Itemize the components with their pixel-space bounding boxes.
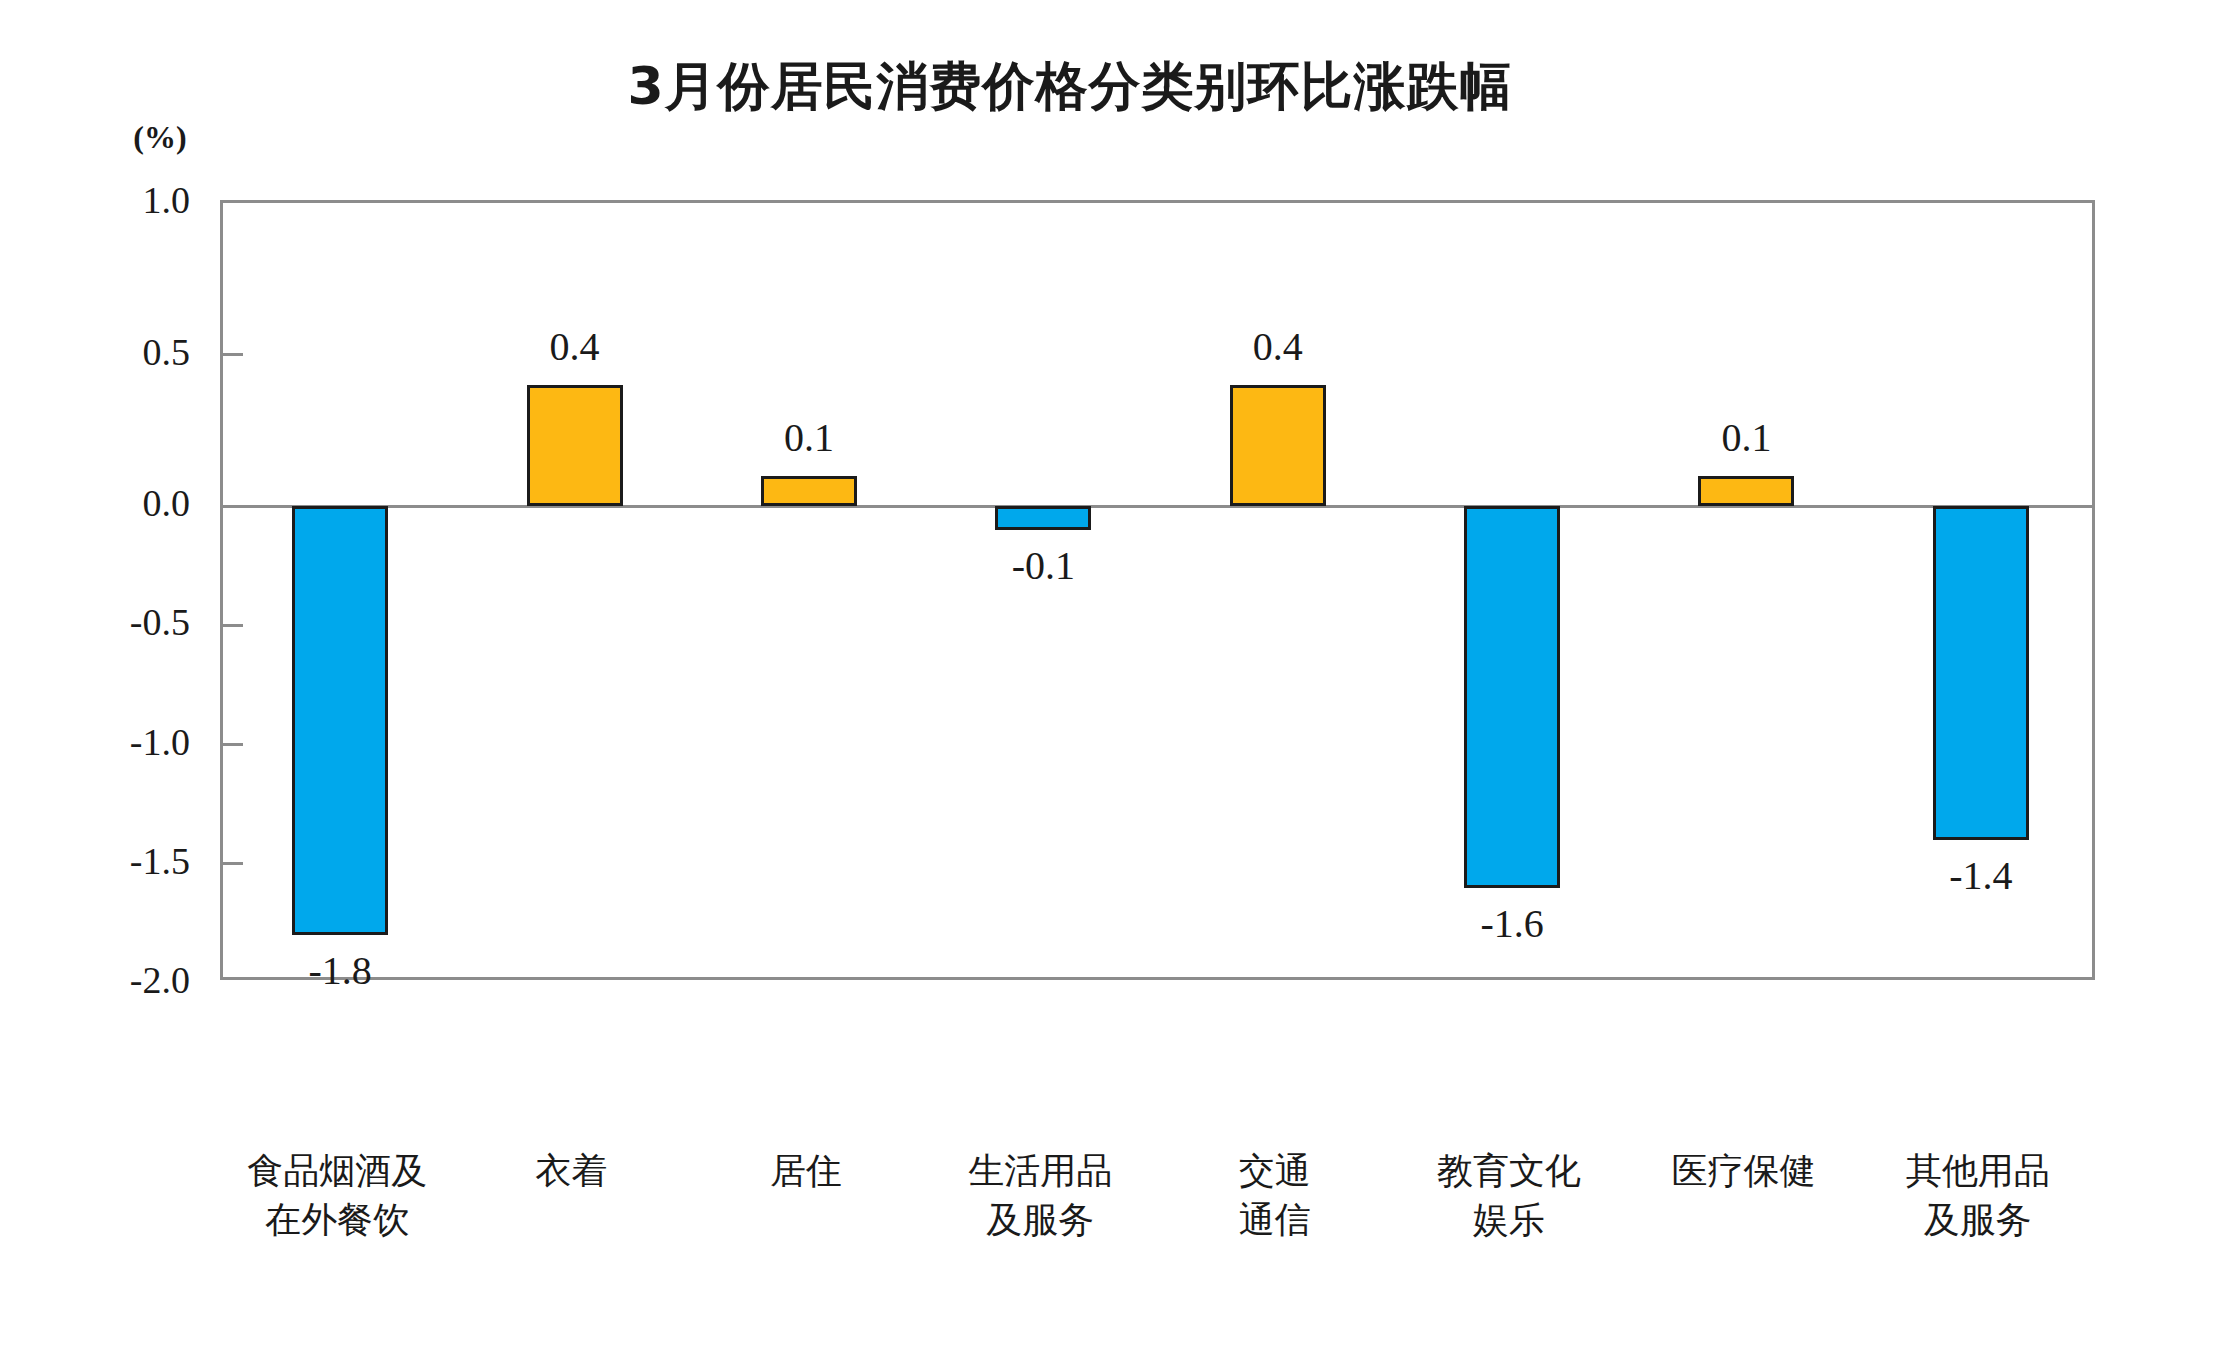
category-label-line: 居住 <box>689 1147 923 1196</box>
y-axis-tick-mark <box>223 743 243 746</box>
bar-value-label: -1.8 <box>223 947 457 995</box>
y-axis-tick-mark <box>223 862 243 865</box>
category-label-line: 娱乐 <box>1392 1196 1626 1245</box>
bar-value-label: 0.1 <box>692 414 926 462</box>
category-label-line: 衣着 <box>454 1147 688 1196</box>
category-label-line: 教育文化 <box>1392 1147 1626 1196</box>
category-label-line: 及服务 <box>1861 1196 2095 1245</box>
category-label-line: 在外餐饮 <box>220 1196 454 1245</box>
bar-positive <box>1230 385 1326 506</box>
category-label: 食品烟酒及在外餐饮 <box>220 1147 454 1245</box>
cpi-bar-chart-page: 3月份居民消费价格分类别环比涨跌幅 (%) -1.80.40.1-0.10.4-… <box>0 0 2213 1369</box>
category-label: 居住 <box>689 1147 923 1196</box>
category-label-line: 食品烟酒及 <box>220 1147 454 1196</box>
y-axis-tick-mark <box>223 353 243 356</box>
chart-title: 3月份居民消费价格分类别环比涨跌幅 <box>220 56 1920 116</box>
y-axis-tick-label: -1.5 <box>0 838 190 884</box>
bar-positive <box>527 385 623 506</box>
bar-value-label: -1.6 <box>1395 900 1629 948</box>
category-label-line: 其他用品 <box>1861 1147 2095 1196</box>
y-axis-tick-mark <box>223 624 243 627</box>
bar-value-label: -0.1 <box>926 542 1160 590</box>
bar-negative <box>292 506 388 935</box>
category-label: 其他用品及服务 <box>1861 1147 2095 1245</box>
chart-root: 3月份居民消费价格分类别环比涨跌幅 (%) -1.80.40.1-0.10.4-… <box>0 0 2213 1369</box>
y-axis-tick-label: 1.0 <box>0 177 190 223</box>
bar-negative <box>1464 506 1560 888</box>
category-label: 教育文化娱乐 <box>1392 1147 1626 1245</box>
category-label-line: 交通 <box>1158 1147 1392 1196</box>
category-label-line: 医疗保健 <box>1626 1147 1860 1196</box>
bar-negative <box>1933 506 2029 840</box>
bar-value-label: 0.4 <box>457 323 691 371</box>
category-label: 生活用品及服务 <box>923 1147 1157 1245</box>
zero-line <box>223 505 2092 508</box>
category-label: 交通通信 <box>1158 1147 1392 1245</box>
category-label-line: 生活用品 <box>923 1147 1157 1196</box>
bar-positive <box>761 476 857 506</box>
bar-value-label: -1.4 <box>1864 852 2098 900</box>
y-axis-tick-label: -0.5 <box>0 599 190 645</box>
bar-negative <box>995 506 1091 530</box>
bar-value-label: 0.1 <box>1629 414 1863 462</box>
category-label-line: 及服务 <box>923 1196 1157 1245</box>
bar-positive <box>1698 476 1794 506</box>
y-axis-tick-label: -2.0 <box>0 957 190 1003</box>
bar-value-label: 0.4 <box>1161 323 1395 371</box>
y-axis-unit-label: (%) <box>75 118 245 156</box>
y-axis-tick-label: 0.5 <box>0 329 190 375</box>
category-label: 衣着 <box>454 1147 688 1196</box>
category-label: 医疗保健 <box>1626 1147 1860 1196</box>
y-axis-tick-label: 0.0 <box>0 480 190 526</box>
category-label-line: 通信 <box>1158 1196 1392 1245</box>
plot-area: -1.80.40.1-0.10.4-1.60.1-1.4 <box>220 200 2095 980</box>
y-axis-tick-label: -1.0 <box>0 719 190 765</box>
